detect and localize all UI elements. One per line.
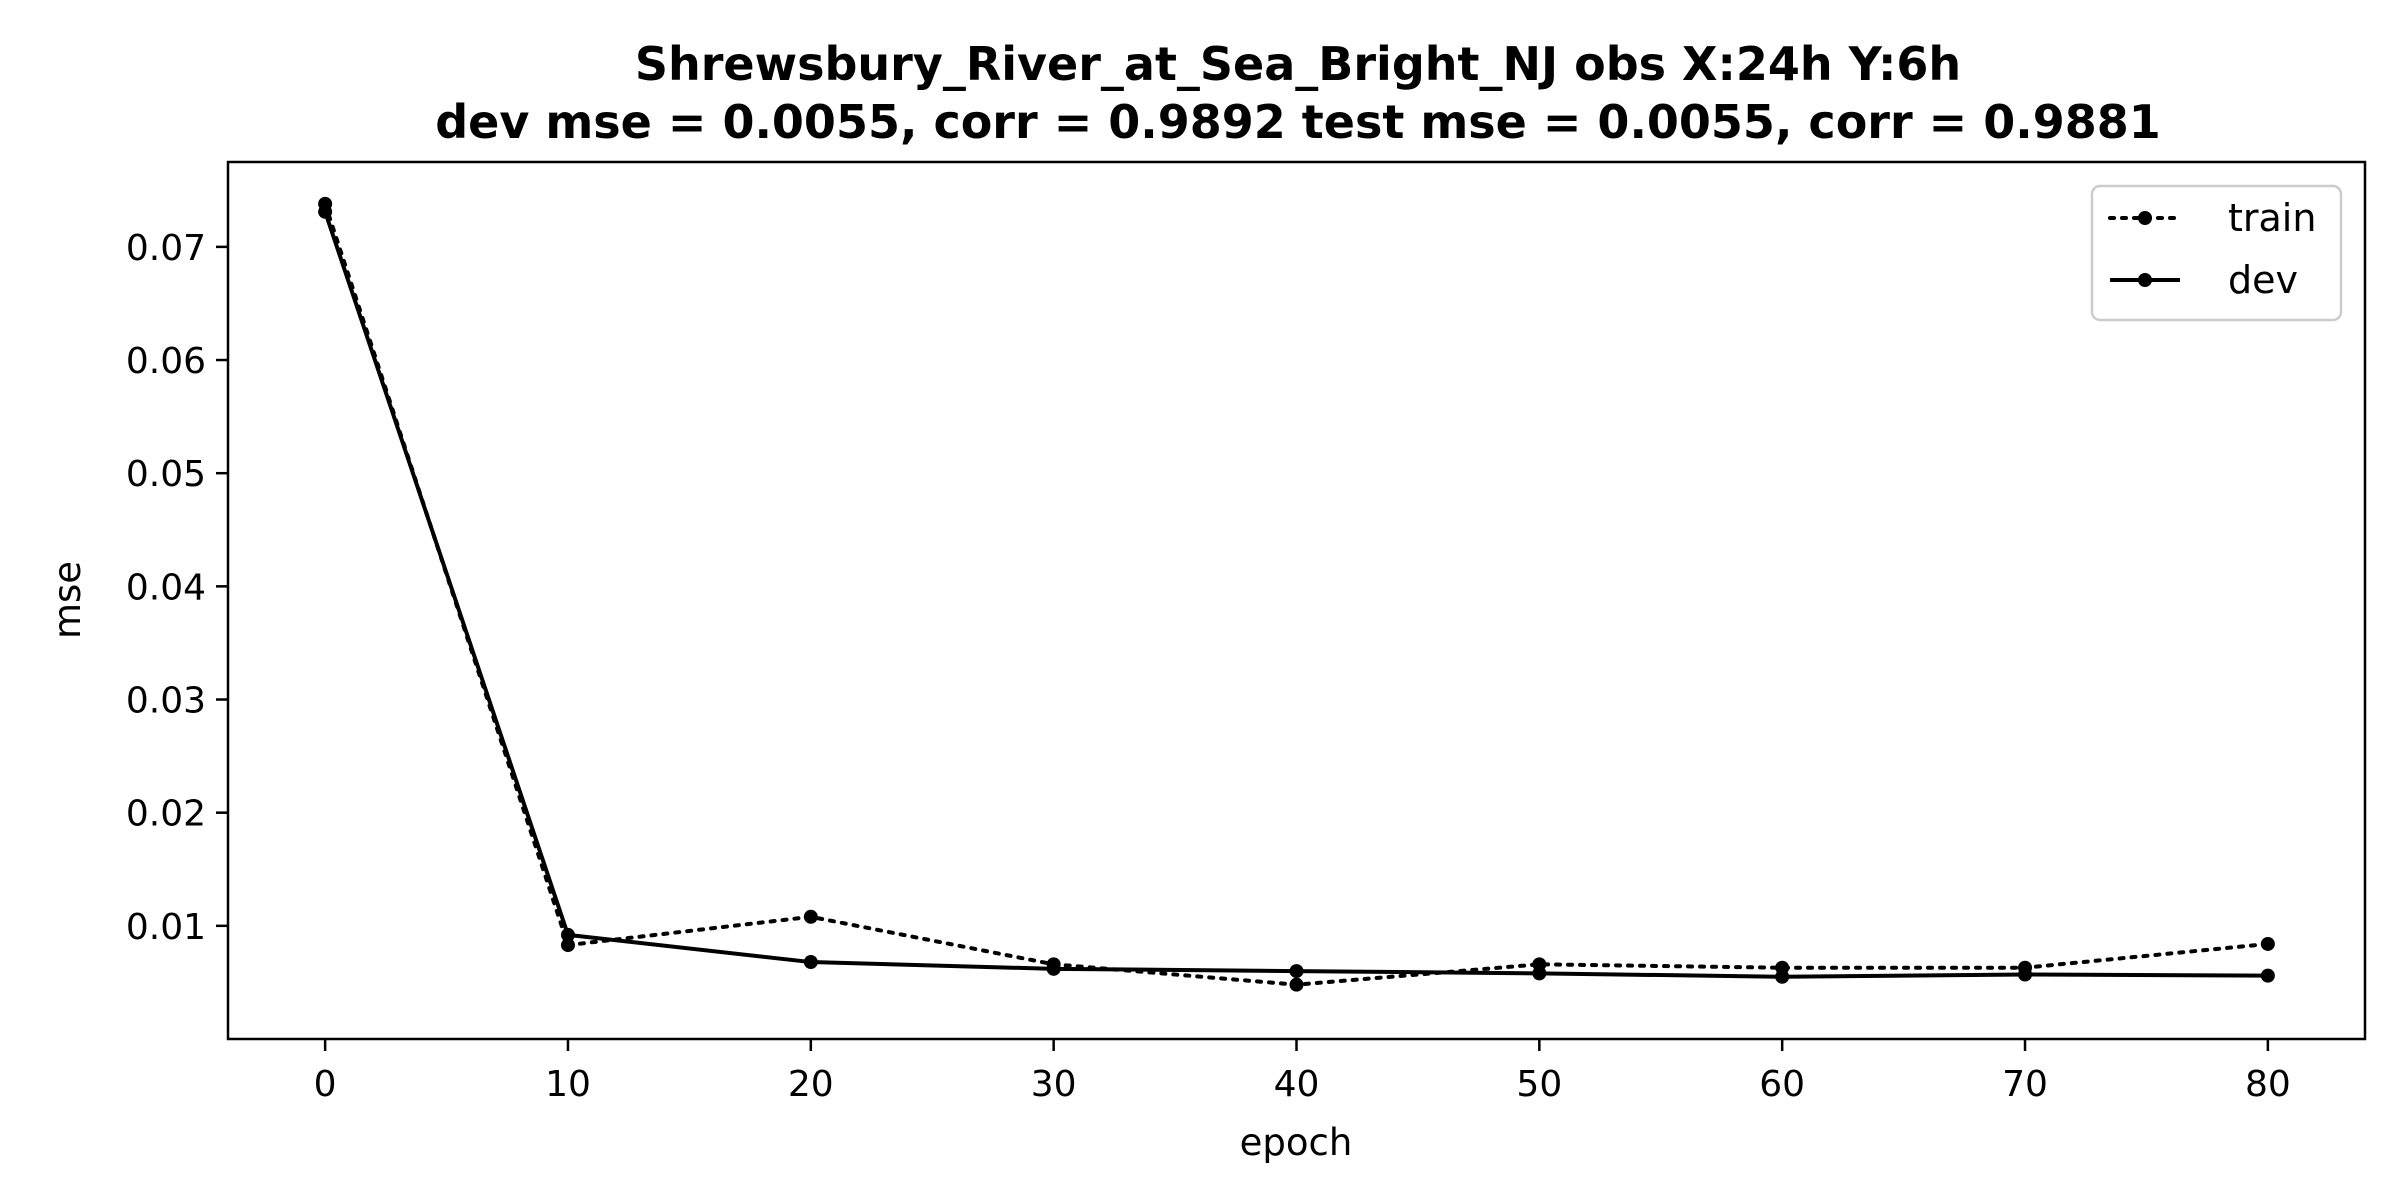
x-tick-label-60: 60: [1759, 1064, 1805, 1105]
y-axis-label: mse: [46, 561, 89, 639]
legend-train-marker: [2138, 211, 2152, 225]
series-dev-point-80: [2260, 968, 2275, 983]
y-tick-label-0.01: 0.01: [126, 907, 206, 948]
y-tick-label-0.04: 0.04: [126, 567, 206, 608]
series-dev-point-30: [1046, 961, 1061, 976]
x-tick-label-70: 70: [2002, 1064, 2048, 1105]
axes: 0 10 20 30 40 50 60 70 80 0.01 0.02 0.03 0.04 0.05 0.0…: [126, 228, 2291, 1105]
series-dev-point-20: [803, 955, 818, 970]
series-train-point-10: [560, 938, 575, 953]
plot-series: [318, 196, 2275, 992]
y-tick-label-0.02: 0.02: [126, 794, 206, 835]
series-dev-point-40: [1289, 964, 1304, 979]
x-tick-label-50: 50: [1516, 1064, 1562, 1105]
legend-train-label: train: [2228, 196, 2316, 240]
series-dev-point-50: [1532, 966, 1547, 981]
legend: train dev: [2090, 184, 2343, 322]
x-tick-label-80: 80: [2245, 1064, 2291, 1105]
x-tick-label-20: 20: [788, 1064, 834, 1105]
x-tick-label-30: 30: [1031, 1064, 1077, 1105]
legend-dev-label: dev: [2228, 258, 2298, 302]
chart-title: Shrewsbury_River_at_Sea_Bright_NJ obs X:…: [635, 37, 1961, 91]
chart-subtitle: dev mse = 0.0055, corr = 0.9892 test mse…: [435, 95, 2161, 149]
legend-dev-marker: [2138, 273, 2152, 287]
x-tick-label-10: 10: [545, 1064, 591, 1105]
y-tick-label-0.03: 0.03: [126, 681, 206, 722]
series-train-point-80: [2260, 936, 2275, 951]
series-dev-point-70: [2018, 967, 2033, 982]
series-train-point-40: [1289, 977, 1304, 992]
series-train-point-20: [803, 909, 818, 924]
plot-frame: [226, 160, 2367, 1041]
series-dev-point-60: [1775, 969, 1790, 984]
y-tick-label-0.06: 0.06: [126, 341, 206, 382]
y-tick-label-0.05: 0.05: [126, 454, 206, 495]
x-tick-label-0: 0: [314, 1064, 337, 1105]
x-axis-label: epoch: [1240, 1121, 1353, 1164]
series-dev-point-0: [318, 204, 333, 219]
x-tick-label-40: 40: [1274, 1064, 1320, 1105]
series-dev-point-10: [560, 927, 575, 942]
legend-box: [2090, 184, 2343, 322]
y-tick-label-0.07: 0.07: [126, 228, 206, 269]
